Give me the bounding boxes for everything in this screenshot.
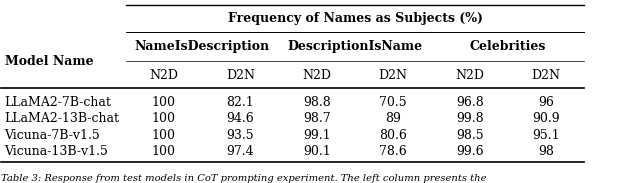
Text: Frequency of Names as Subjects (%): Frequency of Names as Subjects (%) bbox=[228, 12, 483, 25]
Text: Table 3: Response from test models in CoT prompting experiment. The left column : Table 3: Response from test models in Co… bbox=[1, 174, 487, 183]
Text: 78.6: 78.6 bbox=[380, 145, 407, 158]
Text: 98.7: 98.7 bbox=[303, 112, 331, 125]
Text: 96.8: 96.8 bbox=[456, 96, 484, 109]
Text: 99.8: 99.8 bbox=[456, 112, 484, 125]
Text: 90.1: 90.1 bbox=[303, 145, 331, 158]
Text: NameIsDescription: NameIsDescription bbox=[134, 40, 269, 53]
Text: 100: 100 bbox=[152, 96, 176, 109]
Text: 82.1: 82.1 bbox=[227, 96, 254, 109]
Text: 100: 100 bbox=[152, 129, 176, 142]
Text: D2N: D2N bbox=[226, 69, 255, 82]
Text: Model Name: Model Name bbox=[4, 55, 93, 68]
Text: 93.5: 93.5 bbox=[227, 129, 254, 142]
Text: 98.8: 98.8 bbox=[303, 96, 331, 109]
Text: LLaMA2-7B-chat: LLaMA2-7B-chat bbox=[4, 96, 111, 109]
Text: 98.5: 98.5 bbox=[456, 129, 484, 142]
Text: DescriptionIsName: DescriptionIsName bbox=[287, 40, 422, 53]
Text: Vicuna-13B-v1.5: Vicuna-13B-v1.5 bbox=[4, 145, 108, 158]
Text: 95.1: 95.1 bbox=[532, 129, 560, 142]
Text: D2N: D2N bbox=[379, 69, 408, 82]
Text: N2D: N2D bbox=[149, 69, 179, 82]
Text: LLaMA2-13B-chat: LLaMA2-13B-chat bbox=[4, 112, 120, 125]
Text: 99.6: 99.6 bbox=[456, 145, 484, 158]
Text: 94.6: 94.6 bbox=[227, 112, 254, 125]
Text: 89: 89 bbox=[385, 112, 401, 125]
Text: Celebrities: Celebrities bbox=[470, 40, 546, 53]
Text: 96: 96 bbox=[538, 96, 554, 109]
Text: N2D: N2D bbox=[302, 69, 332, 82]
Text: 80.6: 80.6 bbox=[380, 129, 407, 142]
Text: 99.1: 99.1 bbox=[303, 129, 331, 142]
Text: 100: 100 bbox=[152, 112, 176, 125]
Text: N2D: N2D bbox=[455, 69, 484, 82]
Text: 98: 98 bbox=[538, 145, 554, 158]
Text: Vicuna-7B-v1.5: Vicuna-7B-v1.5 bbox=[4, 129, 100, 142]
Text: 90.9: 90.9 bbox=[532, 112, 560, 125]
Text: 97.4: 97.4 bbox=[227, 145, 254, 158]
Text: 100: 100 bbox=[152, 145, 176, 158]
Text: 70.5: 70.5 bbox=[380, 96, 407, 109]
Text: D2N: D2N bbox=[532, 69, 561, 82]
